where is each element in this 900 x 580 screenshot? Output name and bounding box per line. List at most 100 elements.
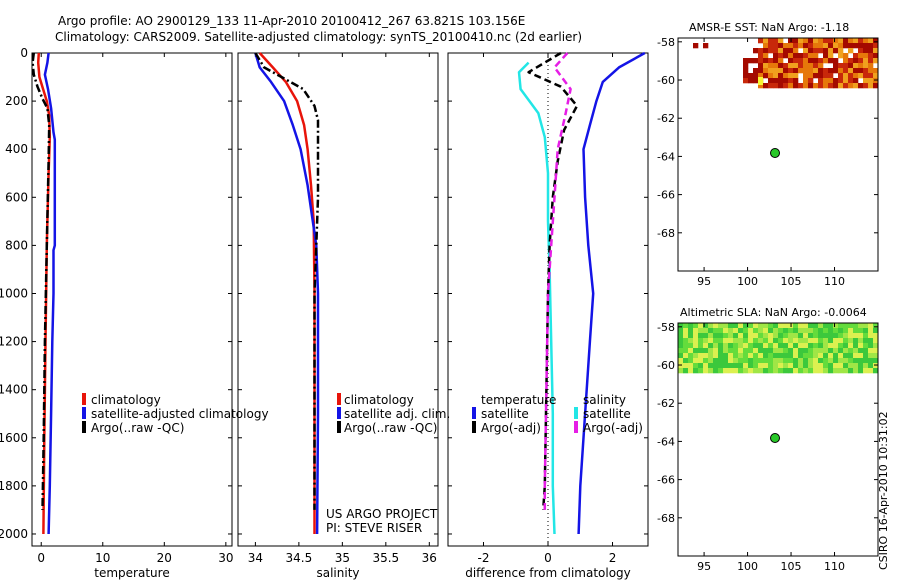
map-frame (677, 37, 879, 272)
series-line-satellite-adj-clim- (254, 52, 320, 535)
map-cell (868, 63, 874, 69)
map-cell (743, 323, 749, 329)
map-cell (723, 348, 729, 354)
lat-tick-label: -68 (657, 512, 675, 525)
map-cell (773, 48, 779, 54)
lon-tick-label: 95 (697, 275, 711, 288)
map-cell (803, 68, 809, 74)
map-cell (698, 348, 704, 354)
map-cell (858, 363, 864, 369)
map-cell (813, 363, 819, 369)
map-cell (853, 338, 859, 344)
map-cell (758, 363, 764, 369)
map-cell (773, 43, 779, 49)
map-cell (798, 38, 804, 44)
map-cell (823, 323, 829, 329)
map-cell (788, 43, 794, 49)
map-cell (738, 343, 744, 349)
map-sst-title: AMSR-E SST: NaN Argo: -1.18 (689, 21, 849, 34)
map-cell (803, 343, 809, 349)
map-cell (728, 353, 734, 359)
map-cell (818, 43, 824, 49)
map-cell (753, 363, 759, 369)
map-cell (778, 83, 784, 89)
map-cell (803, 353, 809, 359)
series-line-argo-raw-qc- (254, 52, 320, 510)
map-cell (793, 363, 799, 369)
map-cell (828, 68, 834, 74)
map-cell (833, 333, 839, 339)
map-cell (858, 328, 864, 334)
map-cell (678, 328, 684, 334)
map-cell (873, 338, 879, 344)
map-cell (828, 333, 834, 339)
figure-title-line1: Argo profile: AO 2900129_133 11-Apr-2010… (58, 14, 525, 28)
x-tick-label: 0 (37, 551, 45, 565)
depth-tick-label: 1800 (0, 479, 28, 493)
map-cell (793, 358, 799, 364)
map-cell (803, 333, 809, 339)
map-cell (723, 368, 729, 374)
map-cell (743, 363, 749, 369)
map-cell (748, 368, 754, 374)
map-cell (803, 38, 809, 44)
map-cell (808, 48, 814, 54)
map-cell (848, 358, 854, 364)
lon-tick-label: 95 (697, 560, 711, 573)
map-cell (843, 63, 849, 69)
map-cell (828, 43, 834, 49)
map-cell (758, 333, 764, 339)
map-cell (693, 338, 699, 344)
map-cell (858, 48, 864, 54)
map-cell (803, 83, 809, 89)
map-cell (768, 68, 774, 74)
map-cell (778, 323, 784, 329)
map-cell (778, 328, 784, 334)
series-line-argo-raw-qc- (31, 52, 51, 510)
map-cell (818, 333, 824, 339)
map-cell (838, 323, 844, 329)
map-cell (703, 43, 709, 49)
map-cell (733, 363, 739, 369)
map-cell (783, 83, 789, 89)
map-cell (763, 53, 769, 59)
map-cell (688, 333, 694, 339)
map-cell (688, 348, 694, 354)
map-cell (863, 353, 869, 359)
map-cell (873, 348, 879, 354)
lat-tick-label: -58 (657, 36, 675, 49)
lat-tick-label: -62 (657, 397, 675, 410)
map-cell (748, 323, 754, 329)
lat-tick-label: -68 (657, 227, 675, 240)
legend-temp-argo-label: Argo(-adj) (481, 421, 541, 435)
map-cell (703, 333, 709, 339)
depth-tick-label: 1600 (0, 431, 28, 445)
depth-tick-label: 1400 (0, 383, 28, 397)
map-cell (683, 348, 689, 354)
map-cell (773, 348, 779, 354)
map-cell (853, 63, 859, 69)
map-cell (763, 63, 769, 69)
legend-sal-argo-label: Argo(-adj) (583, 421, 643, 435)
map-cell (833, 38, 839, 44)
map-cell (808, 353, 814, 359)
map-cell (868, 38, 874, 44)
map-cell (868, 323, 874, 329)
map-cell (873, 68, 879, 74)
map-cell (833, 83, 839, 89)
map-cell (758, 73, 764, 79)
map-cell (808, 338, 814, 344)
map-cell (773, 363, 779, 369)
x-tick-label: 36 (422, 551, 437, 565)
map-cell (758, 358, 764, 364)
map-cell (718, 358, 724, 364)
map-cell (753, 48, 759, 54)
map-cell (708, 323, 714, 329)
map-cell (813, 343, 819, 349)
map-cell (873, 38, 879, 44)
map-cell (858, 68, 864, 74)
map-cell (798, 68, 804, 74)
map-cell (863, 68, 869, 74)
map-cell (808, 58, 814, 64)
map-cell (743, 68, 749, 74)
